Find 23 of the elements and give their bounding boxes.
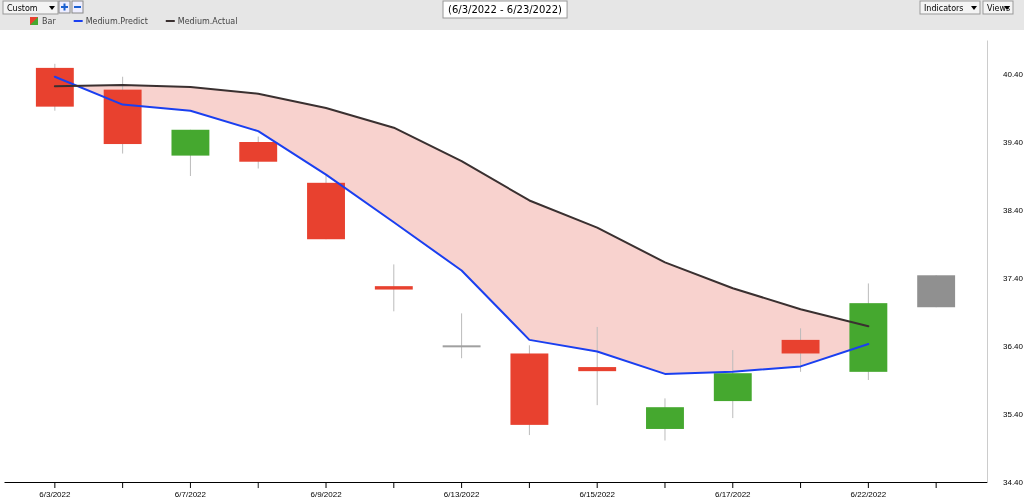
candlestick	[442, 312, 481, 359]
y-tick-label: 35.40	[1003, 410, 1024, 420]
x-tick-label: 6/13/2022	[443, 489, 480, 499]
x-tick-label: 6/22/2022	[850, 489, 887, 499]
x-tick-label: 6/7/2022	[174, 489, 207, 499]
chart-title: (6/3/2022 - 6/23/2022)	[448, 4, 563, 15]
x-tick-label: 6/3/2022	[39, 489, 71, 499]
dropdown-control: Custom	[2, 0, 59, 15]
candlestick	[374, 263, 413, 312]
x-tick-label: 6/9/2022	[310, 489, 343, 499]
candlestick	[578, 326, 617, 406]
y-tick-label: 39.40	[1003, 138, 1024, 148]
y-tick-label: 38.40	[1003, 206, 1024, 216]
y-tick-label: 34.40	[1003, 478, 1024, 488]
x-tick-label: 6/15/2022	[579, 489, 616, 499]
y-tick-label: 36.40	[1003, 342, 1024, 352]
legend-label: Bar	[42, 17, 57, 26]
x-tick-label: 6/17/2022	[714, 489, 752, 499]
legend-label: Medium.Predict	[85, 17, 148, 26]
y-tick-label: 37.40	[1003, 274, 1024, 284]
dropdown-control: Indicators	[919, 0, 981, 15]
legend-label: Medium.Actual	[177, 17, 238, 26]
y-tick-label: 40.40	[1003, 70, 1024, 80]
